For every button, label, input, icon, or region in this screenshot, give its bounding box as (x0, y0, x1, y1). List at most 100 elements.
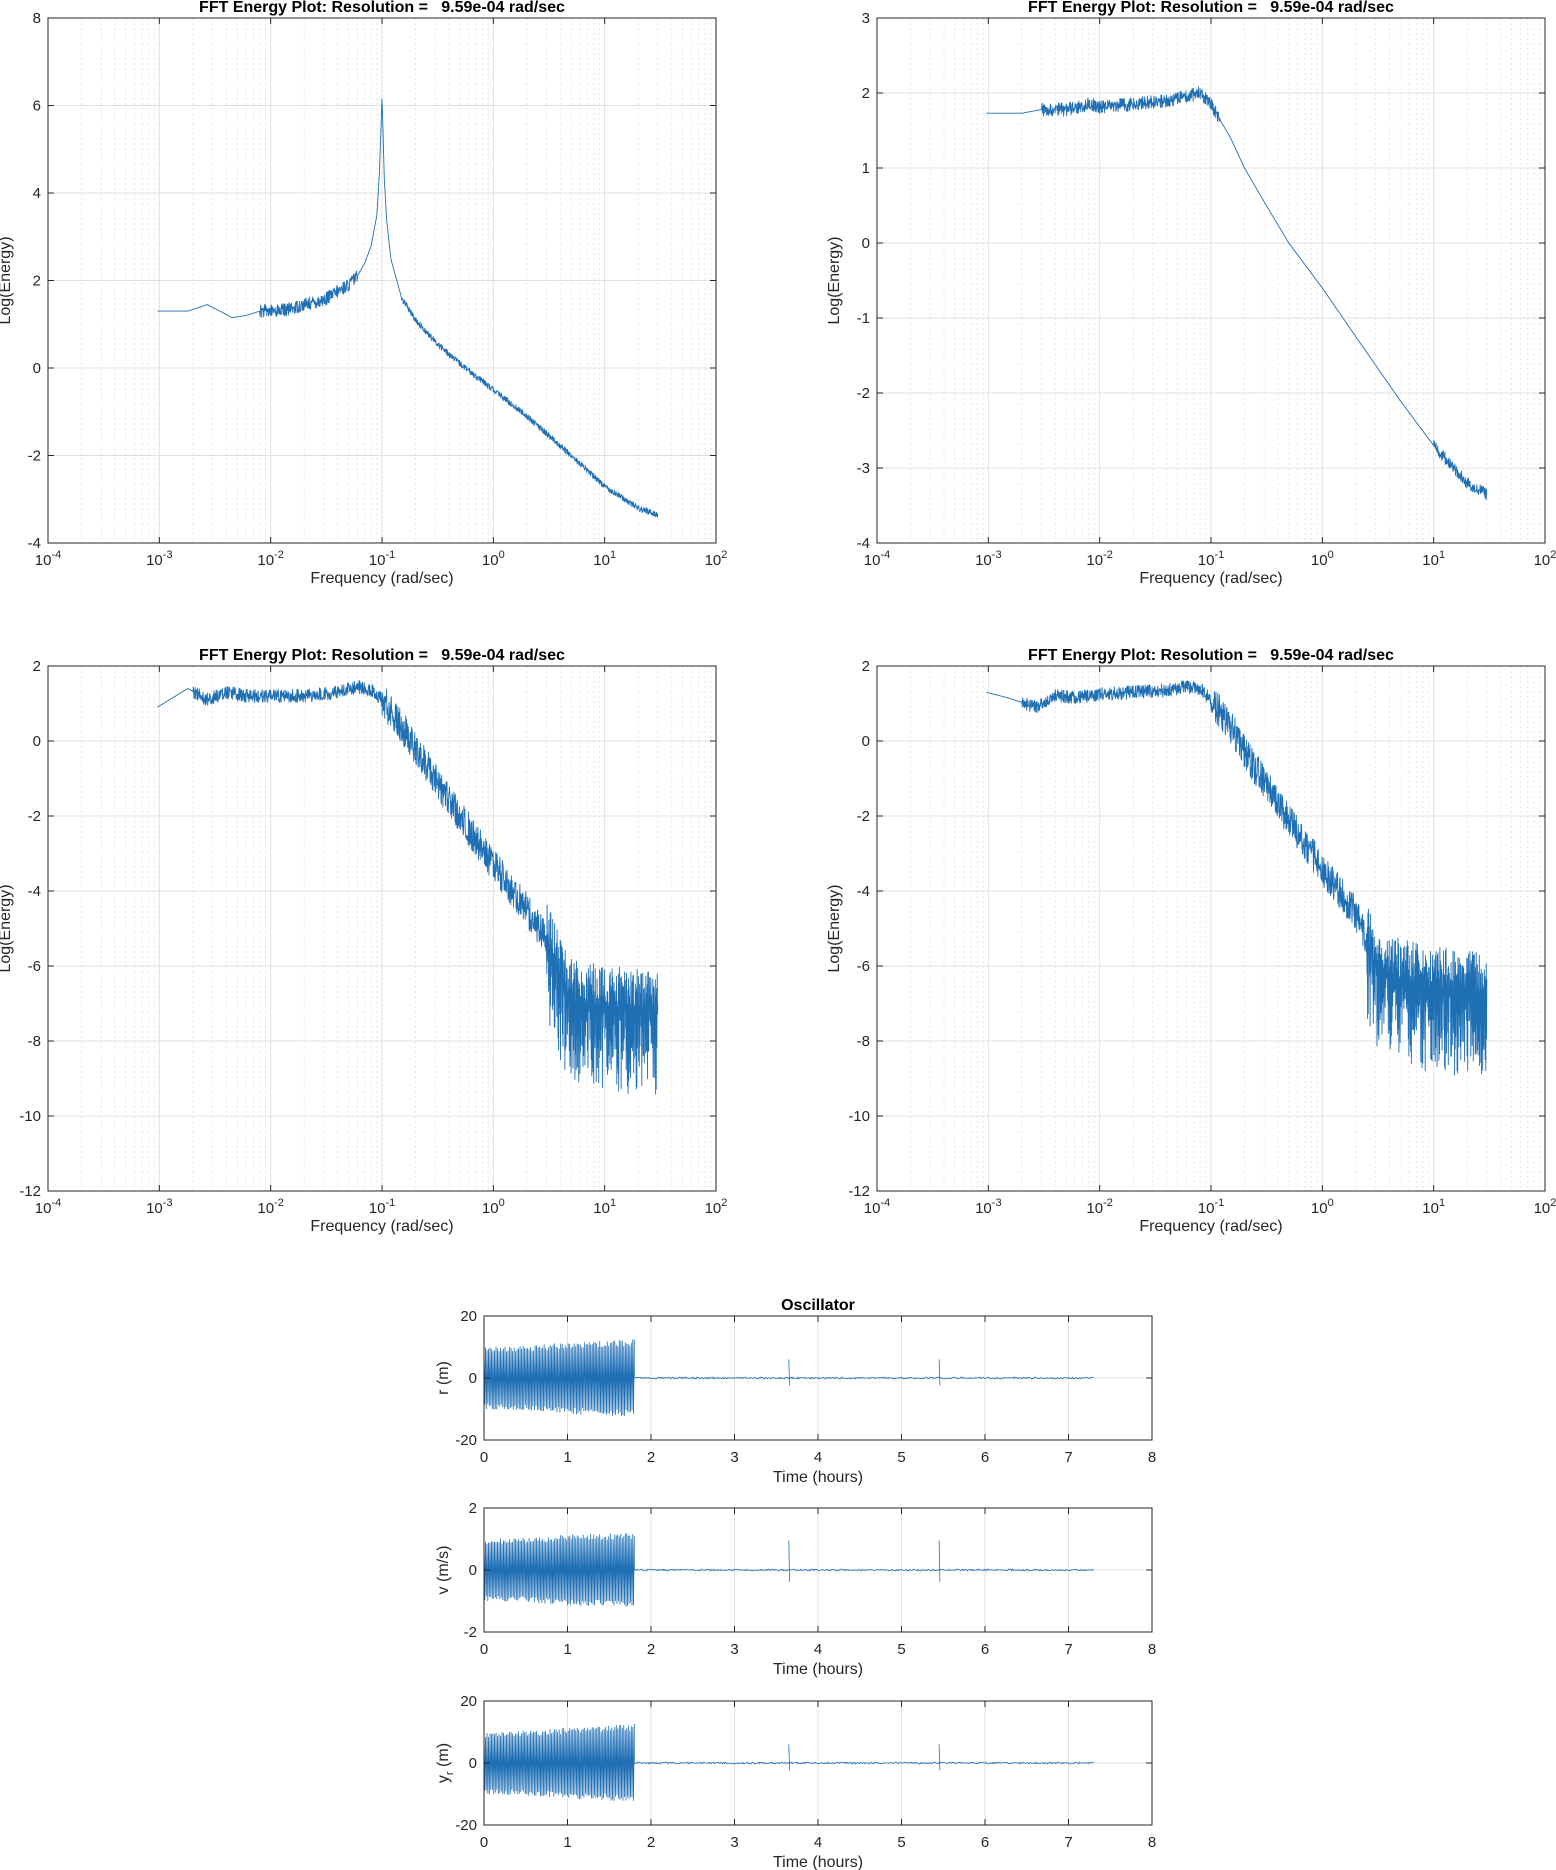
x-axis-label: Time (hours) (773, 1661, 863, 1678)
x-tick-label: 7 (1064, 1641, 1072, 1658)
x-tick-label: 10-1 (369, 549, 395, 569)
y-tick-label: 0 (33, 360, 41, 377)
x-tick-label: 5 (897, 1834, 905, 1851)
y-axis-label: v (m/s) (435, 1546, 452, 1595)
x-tick-label: 101 (1422, 549, 1445, 569)
x-axis-label: Frequency (rad/sec) (310, 1218, 453, 1235)
x-tick-label: 6 (981, 1641, 989, 1658)
y-tick-label: 0 (33, 733, 41, 750)
y-tick-label: -2 (464, 1624, 477, 1641)
x-tick-label: 4 (814, 1834, 822, 1851)
x-tick-label: 100 (482, 1197, 505, 1217)
y-tick-label: 3 (862, 10, 870, 27)
y-tick-label: 2 (33, 658, 41, 675)
x-tick-label: 2 (647, 1641, 655, 1658)
x-tick-label: 1 (563, 1449, 571, 1466)
x-tick-label: 102 (1534, 1197, 1556, 1217)
series-line-Energy (157, 98, 659, 518)
x-tick-label: 1 (563, 1641, 571, 1658)
y-axis-label: Log(Energy) (0, 884, 14, 972)
chart-title: FFT Energy Plot: Resolution = 9.59e-04 r… (199, 0, 565, 16)
y-tick-label: -1 (857, 310, 870, 327)
x-tick-label: 3 (730, 1641, 738, 1658)
x-tick-label: 101 (593, 1197, 616, 1217)
x-tick-label: 3 (730, 1449, 738, 1466)
x-tick-label: 10-1 (369, 1197, 395, 1217)
y-tick-label: -2 (28, 808, 41, 825)
chart-title: Oscillator (781, 1297, 855, 1314)
x-tick-label: 10-4 (35, 1197, 61, 1217)
x-axis-label: Time (hours) (773, 1854, 863, 1870)
y-tick-label: 2 (862, 658, 870, 675)
y-tick-label: -12 (848, 1183, 870, 1200)
y-tick-label: -12 (19, 1183, 41, 1200)
y-tick-label: 0 (469, 1755, 477, 1772)
x-tick-label: 10-2 (257, 549, 283, 569)
series-line-Energy (157, 680, 659, 1095)
x-tick-label: 1 (563, 1834, 571, 1851)
x-tick-label: 10-3 (975, 1197, 1001, 1217)
x-tick-label: 10-4 (35, 549, 61, 569)
y-tick-label: 8 (33, 10, 41, 27)
y-tick-label: 0 (469, 1370, 477, 1387)
chart-title: FFT Energy Plot: Resolution = 9.59e-04 r… (1028, 647, 1394, 664)
y-tick-label: 2 (862, 85, 870, 102)
x-tick-label: 8 (1148, 1449, 1156, 1466)
x-tick-label: 7 (1064, 1834, 1072, 1851)
x-tick-label: 102 (1534, 549, 1556, 569)
x-tick-label: 2 (647, 1834, 655, 1851)
x-tick-label: 100 (1311, 549, 1334, 569)
x-tick-label: 0 (480, 1641, 488, 1658)
y-tick-label: -8 (28, 1033, 41, 1050)
x-tick-label: 10-1 (1198, 1197, 1224, 1217)
chart-title: FFT Energy Plot: Resolution = 9.59e-04 r… (1028, 0, 1394, 16)
y-tick-label: -8 (857, 1033, 870, 1050)
x-axis-label: Frequency (rad/sec) (1139, 570, 1282, 587)
y-tick-label: -4 (857, 883, 870, 900)
y-axis-label: Log(Energy) (0, 236, 14, 324)
y-tick-label: 4 (33, 185, 41, 202)
x-tick-label: 3 (730, 1834, 738, 1851)
chart-fft2: 10-4 10-3 10-2 10-1 100 101 102 -4 -3 -2 -1 0 1 2 3 FFT… (826, 0, 1556, 587)
series-line-y_r (483, 1723, 1094, 1801)
x-tick-label: 4 (814, 1641, 822, 1658)
y-tick-label: -4 (28, 883, 41, 900)
x-tick-label: 6 (981, 1834, 989, 1851)
y-tick-label: -6 (857, 958, 870, 975)
series-line-Energy (986, 680, 1488, 1076)
series-line-r (483, 1339, 1094, 1416)
x-tick-label: 10-4 (864, 549, 890, 569)
x-tick-label: 2 (647, 1449, 655, 1466)
y-tick-label: -10 (848, 1108, 870, 1125)
x-tick-label: 102 (705, 549, 728, 569)
x-tick-label: 101 (593, 549, 616, 569)
y-tick-label: 0 (862, 235, 870, 252)
x-tick-label: 100 (482, 549, 505, 569)
x-tick-label: 0 (480, 1449, 488, 1466)
x-tick-label: 10-2 (257, 1197, 283, 1217)
x-tick-label: 6 (981, 1449, 989, 1466)
y-tick-label: 20 (460, 1693, 477, 1710)
x-tick-label: 10-3 (146, 1197, 172, 1217)
x-axis-label: Frequency (rad/sec) (310, 570, 453, 587)
y-tick-label: -2 (28, 448, 41, 465)
series-line-Energy (986, 86, 1488, 501)
y-tick-label: -4 (857, 535, 870, 552)
x-tick-label: 5 (897, 1641, 905, 1658)
y-tick-label: 6 (33, 98, 41, 115)
y-tick-label: 0 (862, 733, 870, 750)
chart-fft4: 10-4 10-3 10-2 10-1 100 101 102 -12 -10 -8 -6 -4 -2 0… (826, 647, 1556, 1235)
x-tick-label: 8 (1148, 1834, 1156, 1851)
series-line-v (483, 1533, 1094, 1607)
y-tick-label: -20 (455, 1432, 477, 1449)
y-tick-label: -4 (28, 535, 41, 552)
y-tick-label: 20 (460, 1308, 477, 1325)
y-axis-label: Log(Energy) (826, 236, 843, 324)
y-tick-label: -2 (857, 385, 870, 402)
y-tick-label: -2 (857, 808, 870, 825)
y-tick-label: 2 (469, 1500, 477, 1517)
x-tick-label: 4 (814, 1449, 822, 1466)
